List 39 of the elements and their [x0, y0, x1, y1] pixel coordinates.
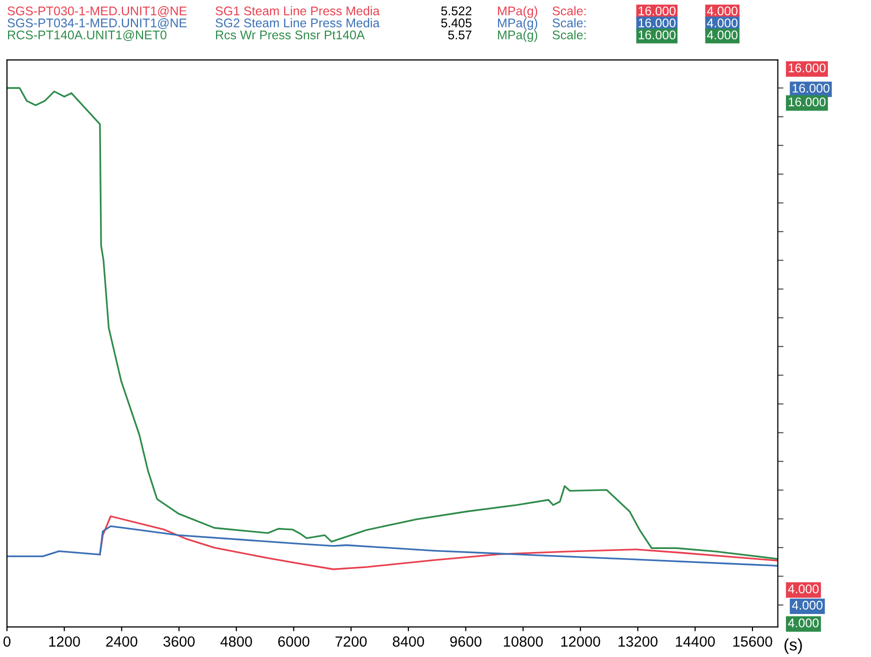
- text: 4.000: [707, 18, 738, 28]
- x-tick-label: 4800: [220, 636, 252, 647]
- text: Rcs Wr Press Snsr Pt140A: [216, 30, 365, 40]
- x-tick-label: 10800: [504, 636, 543, 647]
- text: Scale:: [552, 30, 586, 40]
- text: MPa(g): [498, 30, 538, 42]
- text: 16.000: [638, 18, 676, 28]
- x-tick-label: 0: [3, 636, 10, 647]
- x-axis-title: (s): [784, 638, 802, 654]
- text: SGS-PT034-1-MED.UNIT1@NE: [8, 18, 187, 29]
- text: Scale:: [552, 6, 586, 16]
- text: 5.522: [441, 6, 472, 16]
- x-tick-label: 3600: [163, 636, 195, 647]
- line-series: [7, 87, 778, 560]
- line-series: [7, 525, 778, 567]
- x-tick-label: 12000: [561, 636, 600, 647]
- text: SG1 Steam Line Press Media: [216, 6, 380, 16]
- x-tick-label: 1200: [49, 636, 80, 647]
- text: SGS-PT030-1-MED.UNIT1@NE: [8, 6, 187, 17]
- x-tick-label: 7200: [336, 636, 367, 647]
- text: RCS-PT140A.UNIT1@NET0: [8, 30, 166, 41]
- x-tick-label: 15600: [733, 636, 772, 647]
- x-tick-label: 6000: [278, 636, 310, 647]
- text: Scale:: [552, 18, 586, 28]
- x-tick-label: 14400: [676, 636, 715, 647]
- text: 4.000: [707, 30, 738, 40]
- x-tick-label: 9600: [450, 636, 482, 647]
- line-series: [99, 515, 778, 570]
- text: 5.405: [441, 18, 472, 28]
- x-tick-label: 8400: [392, 636, 424, 647]
- text: 16.000: [638, 6, 676, 16]
- text: SG2 Steam Line Press Media: [216, 18, 380, 28]
- text: 5.57: [448, 30, 472, 40]
- text: 4.000: [707, 6, 738, 16]
- text: MPa(g): [498, 18, 538, 30]
- text: 16.000: [638, 30, 676, 40]
- x-tick-label: 2400: [106, 636, 138, 647]
- text: MPa(g): [498, 6, 538, 18]
- x-tick-label: 13200: [618, 636, 658, 647]
